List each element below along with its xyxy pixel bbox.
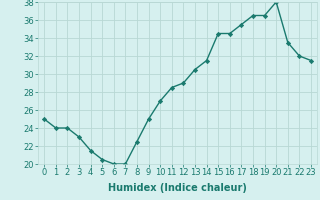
X-axis label: Humidex (Indice chaleur): Humidex (Indice chaleur): [108, 183, 247, 193]
